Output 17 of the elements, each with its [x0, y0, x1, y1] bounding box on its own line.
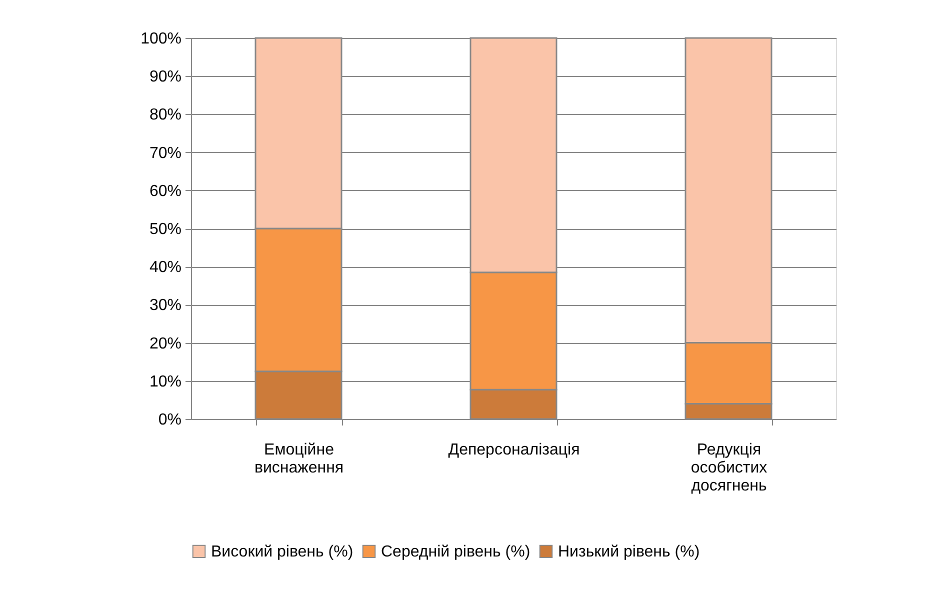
- x-tick-label: Емоційне виснаження: [254, 442, 344, 476]
- legend-label: Середній рівень (%): [381, 543, 530, 560]
- y-tick-label: 90%: [149, 68, 182, 86]
- y-tick-label: 10%: [149, 373, 182, 390]
- y-tick-label: 0%: [158, 412, 182, 428]
- y-tick-label: 40%: [149, 259, 182, 276]
- y-tick-label: 80%: [149, 106, 182, 124]
- y-tick-label: 60%: [149, 182, 182, 200]
- legend-label: Високий рівень (%): [211, 543, 354, 560]
- x-tick-label: Редукція особистих досягнень: [690, 442, 768, 494]
- legend-label: Низький рівень (%): [558, 543, 700, 560]
- y-tick-label: 70%: [149, 144, 182, 162]
- y-tick-label: 20%: [149, 335, 182, 352]
- x-tick-label: Деперсоналізація: [448, 442, 580, 458]
- y-tick-label: 30%: [149, 297, 182, 314]
- y-tick-label: 100%: [140, 30, 182, 48]
- y-tick-label: 50%: [149, 221, 182, 238]
